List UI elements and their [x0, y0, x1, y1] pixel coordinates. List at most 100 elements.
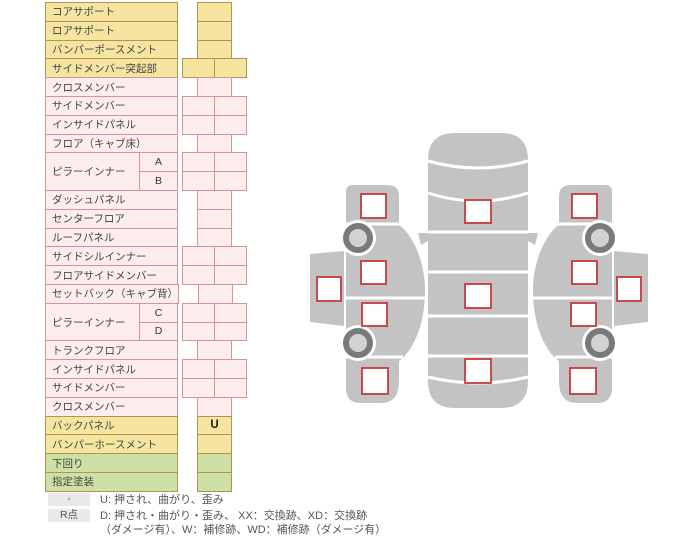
damage-cell[interactable]	[182, 377, 215, 398]
damage-cell[interactable]	[214, 58, 247, 79]
cell-column	[182, 133, 247, 154]
part-label: ピラーインナー	[45, 152, 140, 191]
damage-cell[interactable]	[182, 359, 215, 379]
part-label: フロア（キャブ床）	[45, 133, 178, 154]
damage-cell[interactable]	[182, 58, 215, 79]
cell-column	[182, 39, 247, 60]
damage-cell[interactable]: U	[197, 415, 232, 436]
part-label: ピラーインナー	[45, 302, 140, 342]
cell-column	[182, 2, 247, 22]
table-row: フロアサイドメンバー	[45, 265, 248, 285]
diagram-marker-right-side-front-door[interactable]	[571, 260, 598, 285]
legend-text-u: U: 押され、曲がり、歪み	[100, 494, 224, 506]
damage-cell[interactable]	[197, 453, 232, 473]
diagram-marker-right-side-rear-fender[interactable]	[569, 367, 597, 395]
cell-column	[182, 58, 247, 79]
damage-cell[interactable]	[214, 359, 247, 379]
damage-cell[interactable]	[198, 283, 233, 304]
damage-cell-group	[182, 246, 247, 267]
sub-row-label: B	[139, 171, 178, 191]
table-row: サイドシルインナー	[45, 246, 248, 267]
damage-cell[interactable]	[182, 114, 215, 135]
diagram-marker-left-side-rear-fender[interactable]	[361, 367, 389, 395]
damage-cell[interactable]	[197, 340, 232, 361]
table-row: サイドメンバー突起部	[45, 58, 248, 79]
diagram-marker-top-roof[interactable]	[464, 283, 492, 309]
damage-cell[interactable]	[182, 171, 215, 191]
table-row: ロアサポート	[45, 20, 248, 41]
damage-cell[interactable]	[182, 321, 215, 342]
damage-cell-group	[182, 208, 247, 229]
diagram-marker-left-side-front-door[interactable]	[360, 260, 387, 285]
damage-cell[interactable]	[182, 95, 215, 116]
part-label: サイドメンバー	[45, 95, 178, 116]
damage-cell-group	[182, 359, 247, 379]
damage-cell-group	[182, 396, 247, 417]
table-row: セットバック（キャブ背）	[45, 283, 248, 304]
damage-cell[interactable]	[214, 114, 247, 135]
damage-cell[interactable]	[197, 471, 232, 492]
damage-cell[interactable]	[182, 246, 215, 267]
damage-cell[interactable]	[182, 265, 215, 285]
table-row: サイドメンバー	[45, 377, 248, 398]
diagram-marker-left-side-front-bumper-side[interactable]	[316, 276, 342, 302]
part-label: サイドメンバー	[45, 377, 178, 398]
diagram-marker-left-side-rear-door[interactable]	[361, 302, 388, 327]
damage-cell[interactable]	[214, 171, 247, 191]
diagram-marker-right-side-rear-door[interactable]	[570, 302, 597, 327]
damage-table: コアサポート ロアサポート バンパーポースメント サイドメンバー突起部 クロスメンバーサ…	[45, 2, 248, 492]
damage-cell[interactable]	[214, 302, 247, 323]
damage-cell[interactable]	[214, 265, 247, 285]
damage-cell[interactable]	[197, 208, 232, 229]
damage-cell[interactable]	[214, 321, 247, 342]
cell-column	[182, 471, 247, 492]
damage-cell[interactable]	[197, 77, 232, 97]
legend-badge-rpoint: R点	[48, 509, 90, 522]
table-row: クロスメンバー	[45, 396, 248, 417]
damage-cell[interactable]	[197, 20, 232, 41]
legend: - U: 押され、曲がり、歪み R点 D: 押され・曲がり・歪み、 XX：交換跡…	[48, 493, 386, 539]
damage-cell[interactable]	[197, 434, 232, 455]
cell-column	[182, 77, 247, 97]
damage-cell[interactable]	[197, 133, 232, 154]
damage-cell[interactable]	[197, 227, 232, 248]
diagram-marker-top-hood[interactable]	[464, 199, 492, 224]
cell-column	[183, 283, 248, 304]
damage-cell[interactable]	[214, 377, 247, 398]
part-label: ロアサポート	[45, 20, 178, 41]
damage-cell-group	[182, 77, 247, 97]
damage-cell[interactable]	[214, 246, 247, 267]
diagram-marker-right-side-front-bumper-side[interactable]	[616, 276, 642, 302]
damage-cell[interactable]	[214, 152, 247, 173]
legend-text-rpoint: D: 押され・曲がり・歪み、 XX：交換跡、XD：交換跡 （ダメージ有）、W：補…	[100, 509, 386, 537]
part-label: インサイドパネル	[45, 359, 178, 379]
damage-cell-group	[182, 95, 247, 116]
damage-cell[interactable]	[197, 2, 232, 22]
part-label: フロアサイドメンバー	[45, 265, 178, 285]
diagram-marker-left-side-front-fender[interactable]	[360, 193, 387, 219]
side-mirror-right-icon	[528, 233, 538, 245]
damage-cell[interactable]	[182, 152, 215, 173]
legend-badge-minus: -	[48, 493, 90, 506]
table-row: インサイドパネル	[45, 114, 248, 135]
part-label: コアサポート	[45, 2, 178, 22]
diagram-marker-right-side-front-fender[interactable]	[571, 193, 598, 219]
diagram-marker-top-trunk[interactable]	[464, 358, 492, 384]
part-label: ルーフパネル	[45, 227, 178, 248]
damage-cell[interactable]	[197, 39, 232, 60]
wheel-icon	[340, 325, 376, 361]
cell-column	[182, 114, 247, 135]
sub-row-label: A	[139, 152, 178, 173]
damage-cell[interactable]	[214, 95, 247, 116]
part-label: セットバック（キャブ背）	[45, 283, 179, 304]
part-label: 指定塗装	[45, 471, 178, 492]
damage-cell-group	[182, 321, 247, 342]
damage-cell[interactable]	[197, 189, 232, 210]
part-label: サイドシルインナー	[45, 246, 178, 267]
damage-cell-group	[182, 265, 247, 285]
sub-row-label: C	[139, 302, 178, 323]
damage-cell[interactable]	[197, 396, 232, 417]
damage-cell[interactable]	[182, 302, 215, 323]
car-diagram	[308, 133, 650, 408]
